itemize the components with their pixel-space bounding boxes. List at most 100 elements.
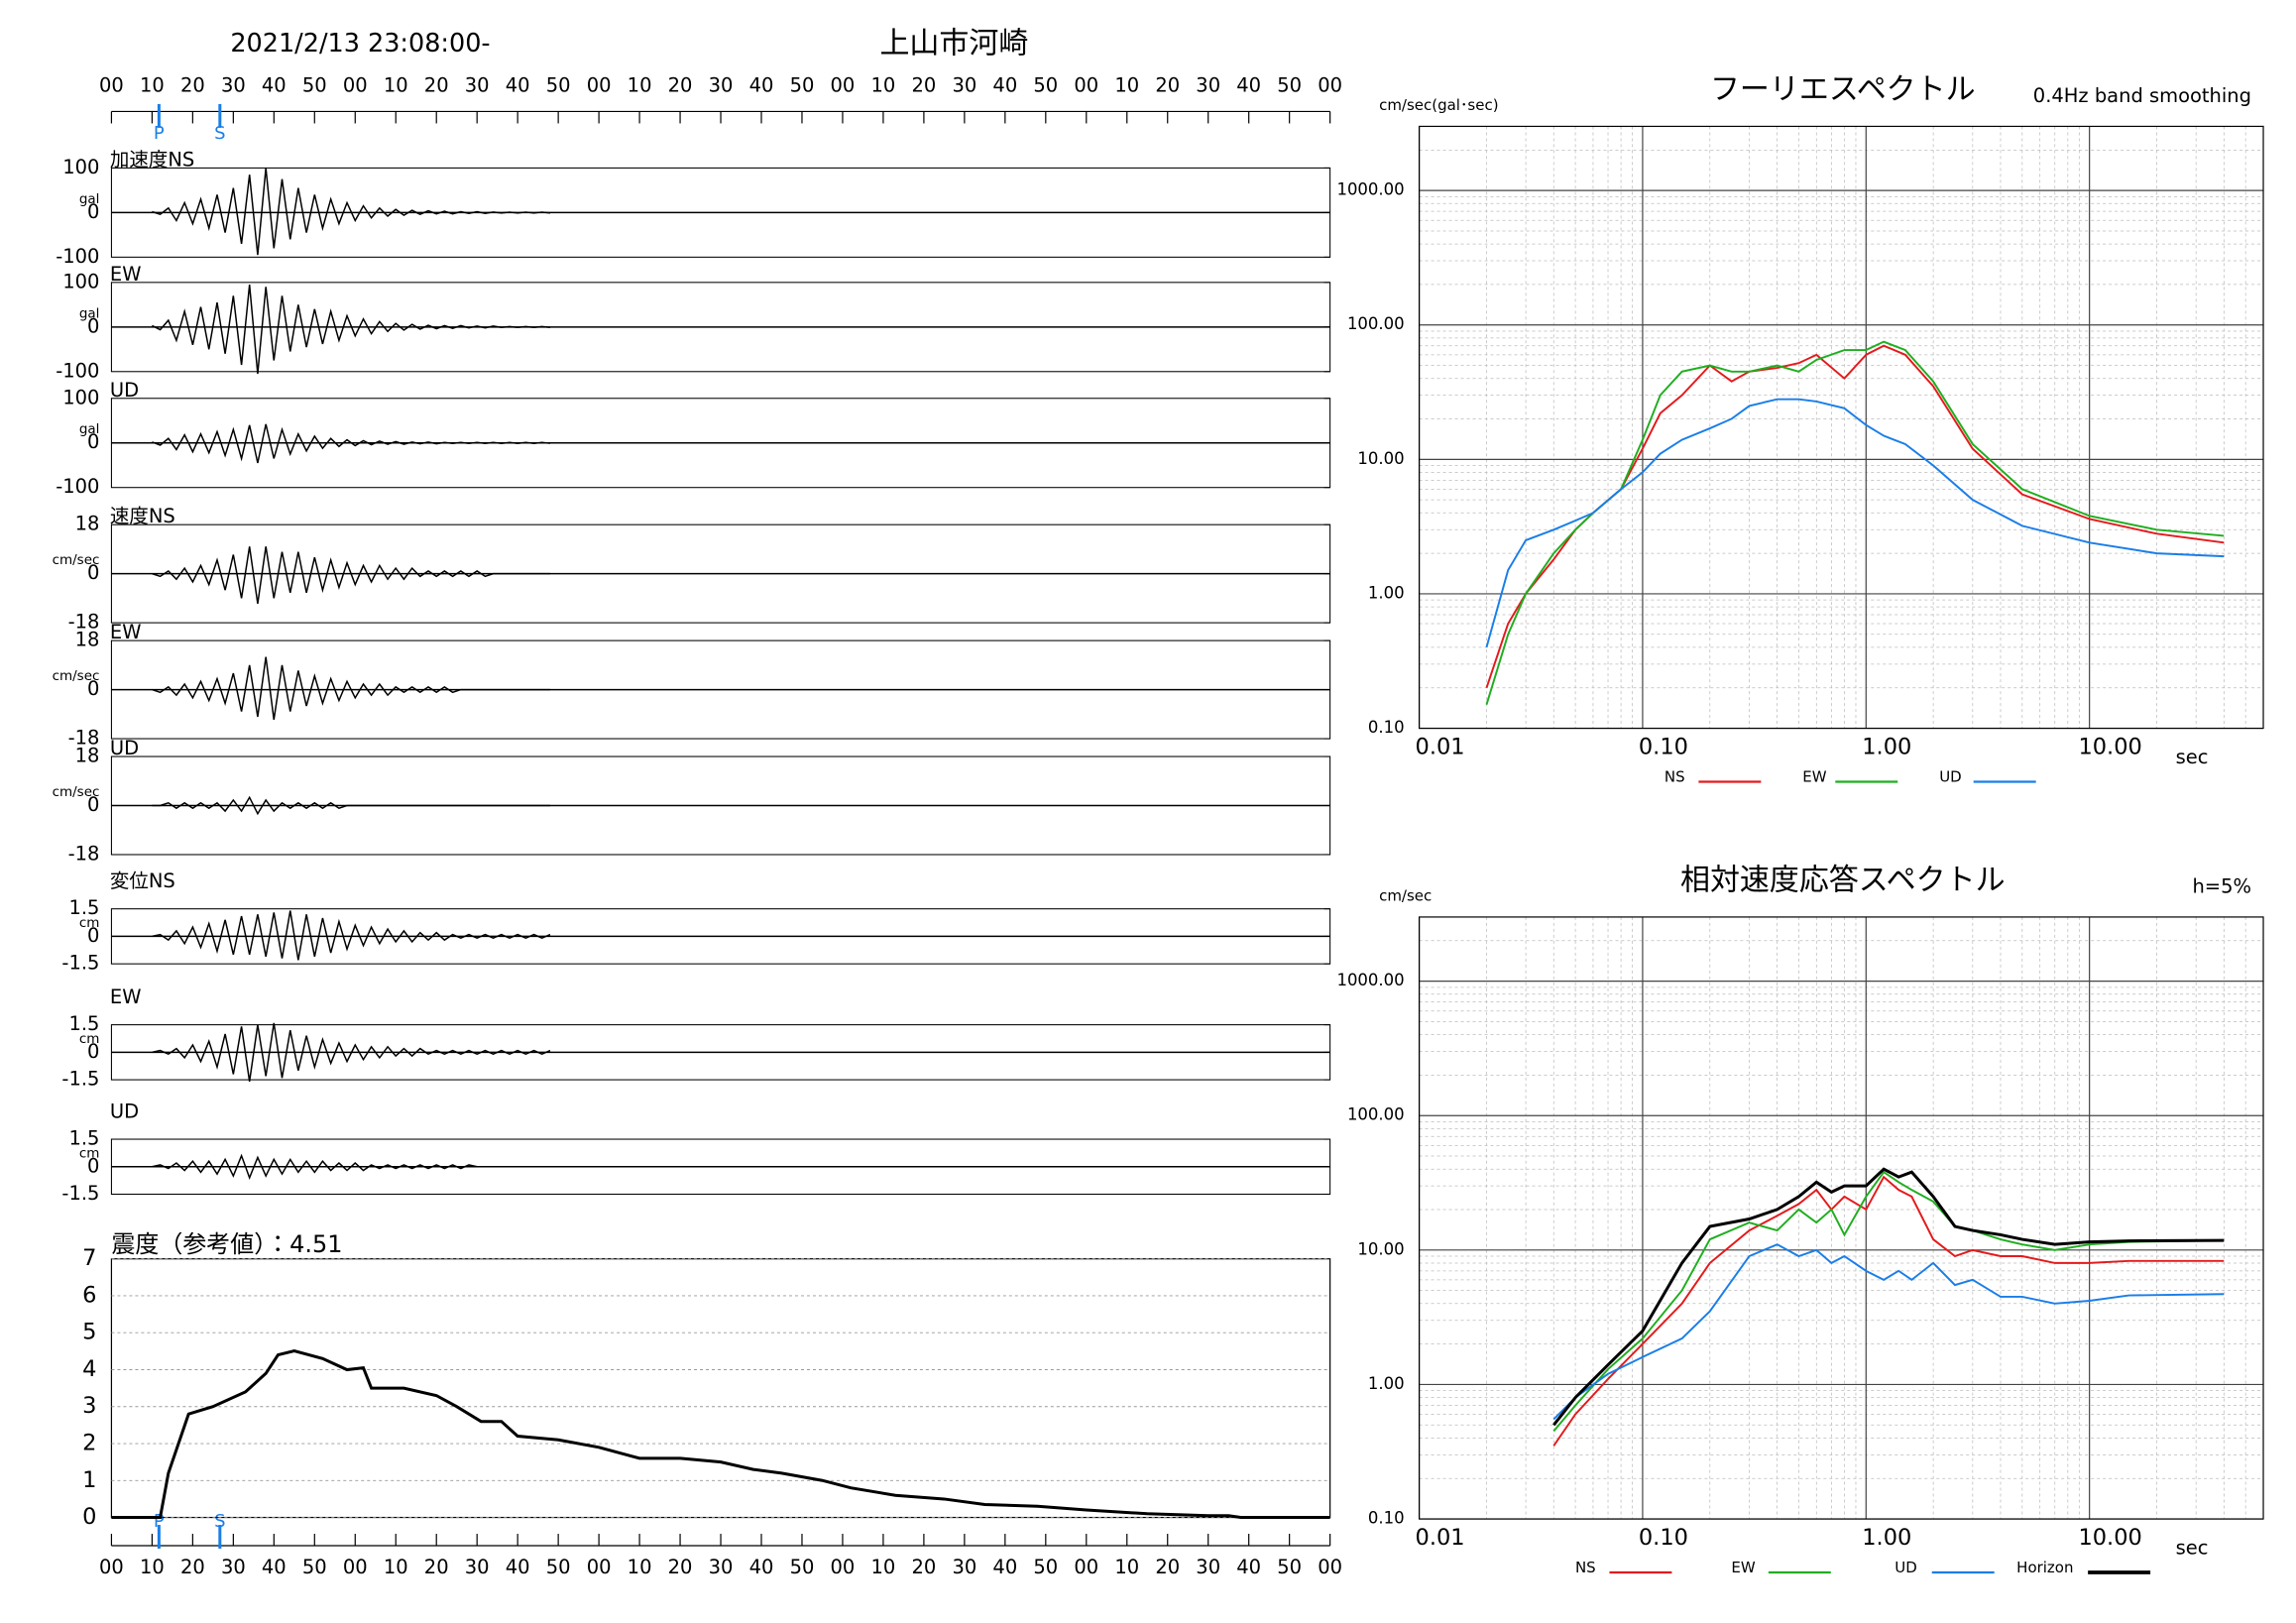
panel-label: UD (110, 379, 139, 402)
waveform (152, 423, 551, 464)
y-tick-label: 3 (82, 1393, 96, 1419)
waveform (152, 1022, 551, 1082)
time-tick-label: 30 (709, 1556, 734, 1578)
y-tick-label: -100 (56, 359, 99, 382)
unit-label: cm/sec (53, 784, 100, 800)
time-tick-label: 40 (1236, 1556, 1261, 1578)
time-tick-label: 30 (221, 73, 246, 96)
time-tick-label: 20 (1155, 73, 1180, 96)
legend-label: NS (1575, 1559, 1596, 1576)
y-tick-label: -18 (68, 727, 100, 750)
y-tick-label: -100 (56, 475, 99, 498)
waveform (152, 795, 550, 816)
y-tick-label: 100 (62, 386, 99, 408)
x-axis-label: sec (2176, 746, 2209, 768)
unit-label: gal (79, 191, 100, 207)
y-tick-label: 10.00 (1357, 449, 1404, 468)
panel-label: UD (110, 737, 139, 759)
time-tick-label: 00 (831, 1556, 856, 1578)
time-tick-label: 00 (1318, 73, 1342, 96)
time-tick-label: 30 (465, 1556, 490, 1578)
y-tick-label: 1.5 (68, 1127, 99, 1150)
y-tick-label: 7 (82, 1245, 96, 1271)
y-tick-label: -1.5 (61, 952, 99, 975)
y-tick-label: -18 (68, 842, 100, 865)
y-tick-label: 2 (82, 1431, 96, 1456)
phase-label: P (154, 1511, 165, 1532)
time-tick-label: 50 (1277, 73, 1302, 96)
time-tick-label: 20 (912, 73, 937, 96)
spectrum-line (1552, 1175, 2225, 1447)
time-tick-label: 00 (99, 1556, 124, 1578)
panel-label: EW (110, 263, 142, 286)
y-tick-label: 18 (75, 629, 100, 651)
time-tick-label: 40 (992, 1556, 1017, 1578)
panel-label: EW (110, 985, 142, 1008)
phase-label: P (154, 123, 165, 144)
time-tick-label: 10 (384, 1556, 408, 1578)
time-tick-label: 20 (180, 1556, 205, 1578)
time-tick-label: 00 (587, 1556, 612, 1578)
unit-label: cm (79, 1145, 100, 1161)
waveform (152, 168, 551, 256)
unit-label: gal (79, 421, 100, 437)
chart-title: フーリエスペクトル (1710, 72, 1976, 107)
unit-label: cm (79, 1031, 100, 1047)
y-tick-label: 1 (82, 1467, 96, 1493)
y-tick-label: 100.00 (1347, 1105, 1405, 1124)
x-tick-label: 10.00 (2078, 735, 2141, 760)
plot-frame (1418, 916, 2264, 1520)
time-tick-label: 20 (668, 1556, 693, 1578)
y-tick-label: 0 (87, 677, 99, 700)
y-tick-label: 0 (87, 924, 99, 947)
chart-subtitle: h=5% (2192, 874, 2251, 897)
y-tick-label: 100 (62, 270, 99, 292)
time-tick-label: 20 (180, 73, 205, 96)
panel-label: 加速度NS (110, 148, 194, 171)
time-tick-label: 10 (1114, 73, 1139, 96)
y-tick-label: 1.5 (68, 1012, 99, 1035)
time-tick-label: 00 (343, 1556, 368, 1578)
time-tick-label: 00 (343, 73, 368, 96)
time-tick-label: 20 (668, 73, 693, 96)
y-tick-label: 0 (87, 561, 99, 584)
plot-frame (1418, 125, 2264, 730)
y-tick-label: 1.5 (68, 896, 99, 919)
unit-label: cm/sec (53, 668, 100, 684)
y-tick-label: 0 (87, 1154, 99, 1177)
time-tick-label: 40 (262, 73, 287, 96)
time-tick-label: 40 (749, 73, 774, 96)
y-tick-label: 100 (62, 156, 99, 178)
panel-label: EW (110, 621, 142, 643)
y-tick-label: 100.00 (1347, 314, 1405, 333)
y-tick-label: 0 (87, 793, 99, 816)
x-tick-label: 10.00 (2078, 1525, 2141, 1551)
y-tick-label: -1.5 (61, 1068, 99, 1091)
time-tick-label: 10 (871, 1556, 896, 1578)
spectrum-line (1552, 1167, 2225, 1427)
time-tick-label: 50 (790, 73, 815, 96)
time-tick-label: 00 (1074, 1556, 1098, 1578)
time-tick-label: 20 (1155, 1556, 1180, 1578)
time-tick-label: 00 (99, 73, 124, 96)
time-tick-label: 10 (871, 73, 896, 96)
spectrum-line (1485, 398, 2225, 648)
x-tick-label: 0.01 (1416, 1525, 1465, 1551)
spectrum-line (1485, 340, 2225, 706)
time-tick-label: 30 (1196, 1556, 1220, 1578)
time-tick-label: 50 (302, 1556, 327, 1578)
panel-label: 変位NS (110, 869, 175, 892)
time-tick-label: 40 (1236, 73, 1261, 96)
y-tick-label: 0 (87, 1040, 99, 1063)
waveform (152, 546, 550, 605)
y-tick-label: 0 (82, 1504, 96, 1530)
spectrum-line (1552, 1170, 2225, 1433)
y-tick-label: 1.00 (1368, 1374, 1405, 1393)
spectrum-line (1552, 1243, 2225, 1421)
x-tick-label: 0.10 (1639, 735, 1688, 760)
time-tick-label: 50 (546, 73, 571, 96)
y-tick-label: 4 (82, 1356, 96, 1382)
y-tick-label: -100 (56, 245, 99, 268)
